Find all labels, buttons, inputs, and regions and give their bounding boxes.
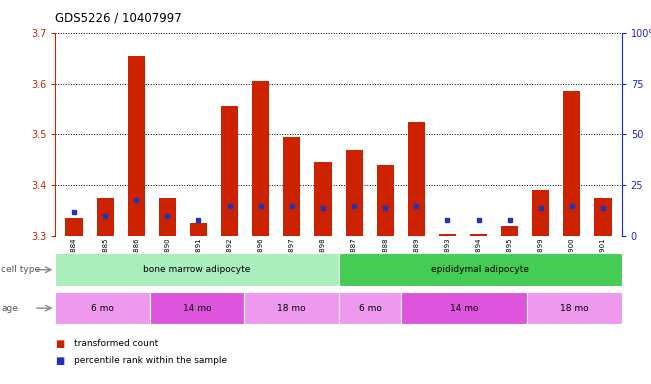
Bar <box>501 226 518 236</box>
Bar <box>377 165 394 236</box>
Bar <box>563 91 581 236</box>
Text: 14 mo: 14 mo <box>450 304 478 313</box>
Bar <box>190 223 207 236</box>
Bar <box>244 292 339 324</box>
Text: percentile rank within the sample: percentile rank within the sample <box>74 356 227 366</box>
Bar <box>527 292 622 324</box>
Text: cell type: cell type <box>1 265 40 274</box>
Bar <box>339 292 402 324</box>
Bar <box>402 292 527 324</box>
Bar <box>439 233 456 236</box>
Text: 14 mo: 14 mo <box>183 304 211 313</box>
Text: epididymal adipocyte: epididymal adipocyte <box>431 265 529 274</box>
Bar <box>96 198 114 236</box>
Bar <box>55 253 339 286</box>
Bar <box>159 198 176 236</box>
Bar <box>252 81 270 236</box>
Text: 18 mo: 18 mo <box>561 304 589 313</box>
Bar <box>150 292 244 324</box>
Bar <box>221 106 238 236</box>
Bar <box>283 137 300 236</box>
Text: ■: ■ <box>55 339 64 349</box>
Bar <box>55 292 150 324</box>
Text: transformed count: transformed count <box>74 339 158 348</box>
Text: 18 mo: 18 mo <box>277 304 305 313</box>
Text: age: age <box>1 304 18 313</box>
Bar <box>594 198 611 236</box>
Bar <box>66 218 83 236</box>
Bar <box>533 190 549 236</box>
Text: GDS5226 / 10407997: GDS5226 / 10407997 <box>55 12 182 25</box>
Text: 6 mo: 6 mo <box>91 304 114 313</box>
Text: ■: ■ <box>55 356 64 366</box>
Bar <box>470 233 487 236</box>
Bar <box>128 56 145 236</box>
Bar <box>346 150 363 236</box>
Bar <box>339 253 622 286</box>
Bar <box>408 122 425 236</box>
Text: 6 mo: 6 mo <box>359 304 381 313</box>
Text: bone marrow adipocyte: bone marrow adipocyte <box>143 265 251 274</box>
Bar <box>314 162 331 236</box>
